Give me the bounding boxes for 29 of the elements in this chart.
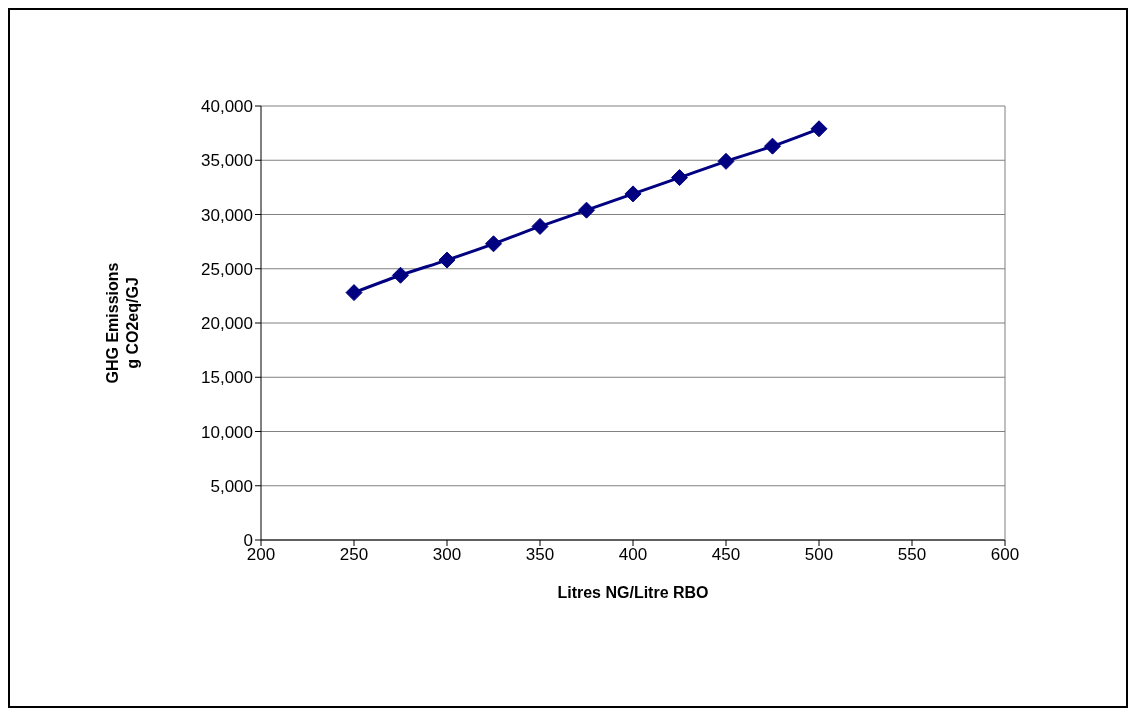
- x-tick-label: 250: [339, 545, 369, 565]
- point: [531, 217, 549, 235]
- point: [345, 284, 363, 302]
- y-tick-label: 25,000: [201, 259, 253, 279]
- point: [671, 169, 688, 187]
- x-tick-label: 500: [804, 545, 834, 565]
- x-tick-label: 550: [897, 545, 927, 565]
- x-tick-label: 300: [432, 545, 462, 565]
- point: [578, 201, 595, 219]
- x-tick-label: 450: [711, 545, 741, 565]
- point: [485, 235, 502, 253]
- x-tick-label: 600: [990, 545, 1020, 565]
- point: [438, 251, 456, 269]
- point: [624, 185, 642, 203]
- y-tick-label: 10,000: [201, 422, 253, 442]
- x-axis-title: Litres NG/Litre RBO: [557, 584, 709, 601]
- y-axis-title: GHG Emissions g CO2eq/GJ: [104, 262, 141, 384]
- y-tick-label: 20,000: [201, 314, 253, 334]
- point: [392, 266, 409, 284]
- point: [810, 120, 828, 138]
- point: [717, 152, 735, 170]
- y-tick-label: 40,000: [201, 97, 253, 117]
- y-tick-label: 15,000: [201, 368, 253, 388]
- y-tick-label: 5,000: [210, 476, 253, 496]
- y-tick-label: 35,000: [201, 151, 253, 171]
- x-tick-label: 400: [618, 545, 648, 565]
- x-tick-label: 350: [525, 545, 555, 565]
- y-tick-label: 30,000: [201, 205, 253, 225]
- point: [764, 137, 781, 155]
